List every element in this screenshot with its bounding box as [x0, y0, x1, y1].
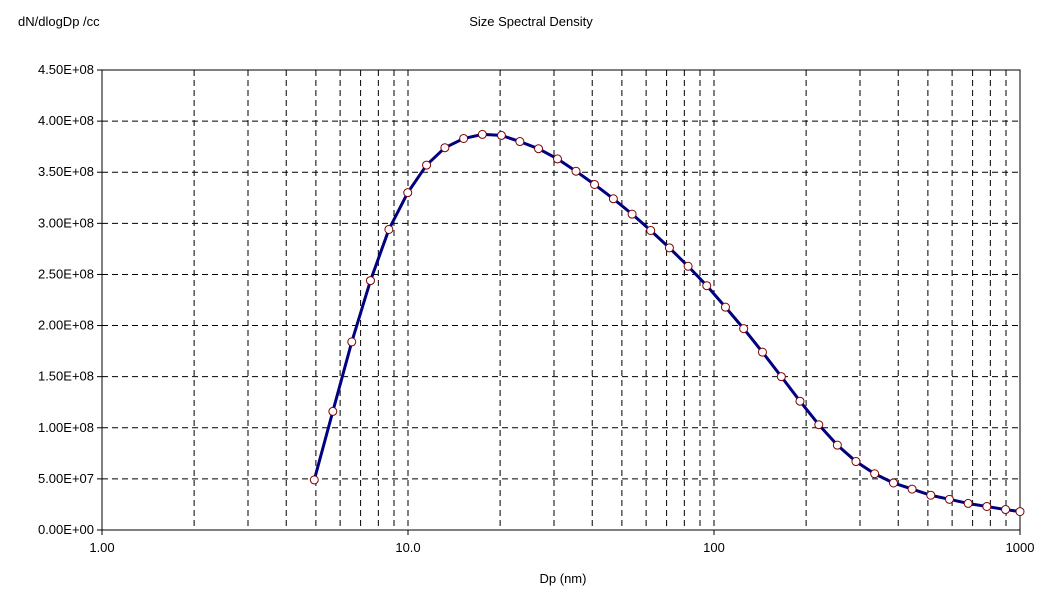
y-tick-label: 3.00E+08 — [38, 215, 94, 230]
series-line — [312, 132, 1021, 514]
data-point — [627, 209, 637, 219]
data-point — [982, 501, 992, 511]
data-point — [496, 130, 506, 140]
data-point — [907, 484, 917, 494]
data-point — [1015, 507, 1025, 517]
data-point — [384, 224, 394, 234]
y-axis-label: dN/dlogDp /cc — [18, 14, 100, 29]
data-point — [552, 154, 562, 164]
data-point — [757, 347, 767, 357]
grid — [102, 70, 1020, 530]
data-point — [403, 188, 413, 198]
x-tick-label: 1.00 — [89, 540, 114, 555]
data-point — [776, 372, 786, 382]
data-point — [739, 324, 749, 334]
y-tick-label: 4.00E+08 — [38, 113, 94, 128]
y-tick-label: 5.00E+07 — [38, 471, 94, 486]
data-point — [814, 420, 824, 430]
data-point — [534, 144, 544, 154]
data-point — [608, 194, 618, 204]
data-point — [1001, 505, 1011, 515]
data-point — [795, 396, 805, 406]
data-point — [870, 469, 880, 479]
data-point — [328, 406, 338, 416]
data-point — [646, 225, 656, 235]
data-point — [683, 261, 693, 271]
y-ticks: 0.00E+00 5.00E+07 1.00E+08 1.50E+08 2.00E+08… — [38, 62, 102, 537]
x-ticks: 1.00 10.0 100 1000 — [89, 530, 1034, 555]
x-tick-label: 1000 — [1006, 540, 1035, 555]
data-point — [459, 133, 469, 143]
data-point — [832, 440, 842, 450]
data-point — [571, 166, 581, 176]
data-point — [664, 243, 674, 253]
data-point — [720, 302, 730, 312]
data-point — [515, 137, 525, 147]
data-point — [944, 494, 954, 504]
x-axis-label: Dp (nm) — [539, 571, 587, 586]
data-point — [347, 337, 357, 347]
data-point — [702, 281, 712, 291]
data-point — [888, 478, 898, 488]
data-point — [851, 457, 861, 467]
data-point — [963, 498, 973, 508]
plot-frame — [101, 69, 1021, 531]
x-tick-label: 100 — [703, 540, 725, 555]
chart-title: Size Spectral Density — [469, 14, 593, 29]
data-point — [590, 179, 600, 189]
series-markers — [309, 129, 1025, 517]
y-tick-label: 3.50E+08 — [38, 164, 94, 179]
data-point — [440, 143, 450, 153]
y-tick-label: 1.50E+08 — [38, 369, 94, 384]
data-point — [309, 475, 319, 485]
data-point — [422, 160, 432, 170]
y-tick-label: 4.50E+08 — [38, 62, 94, 77]
y-tick-label: 1.00E+08 — [38, 420, 94, 435]
y-tick-label: 2.00E+08 — [38, 318, 94, 333]
x-tick-label: 10.0 — [395, 540, 420, 555]
y-tick-label: 2.50E+08 — [38, 266, 94, 281]
data-point — [477, 129, 487, 139]
y-tick-label: 0.00E+00 — [38, 522, 94, 537]
data-point — [365, 276, 375, 286]
data-point — [926, 490, 936, 500]
